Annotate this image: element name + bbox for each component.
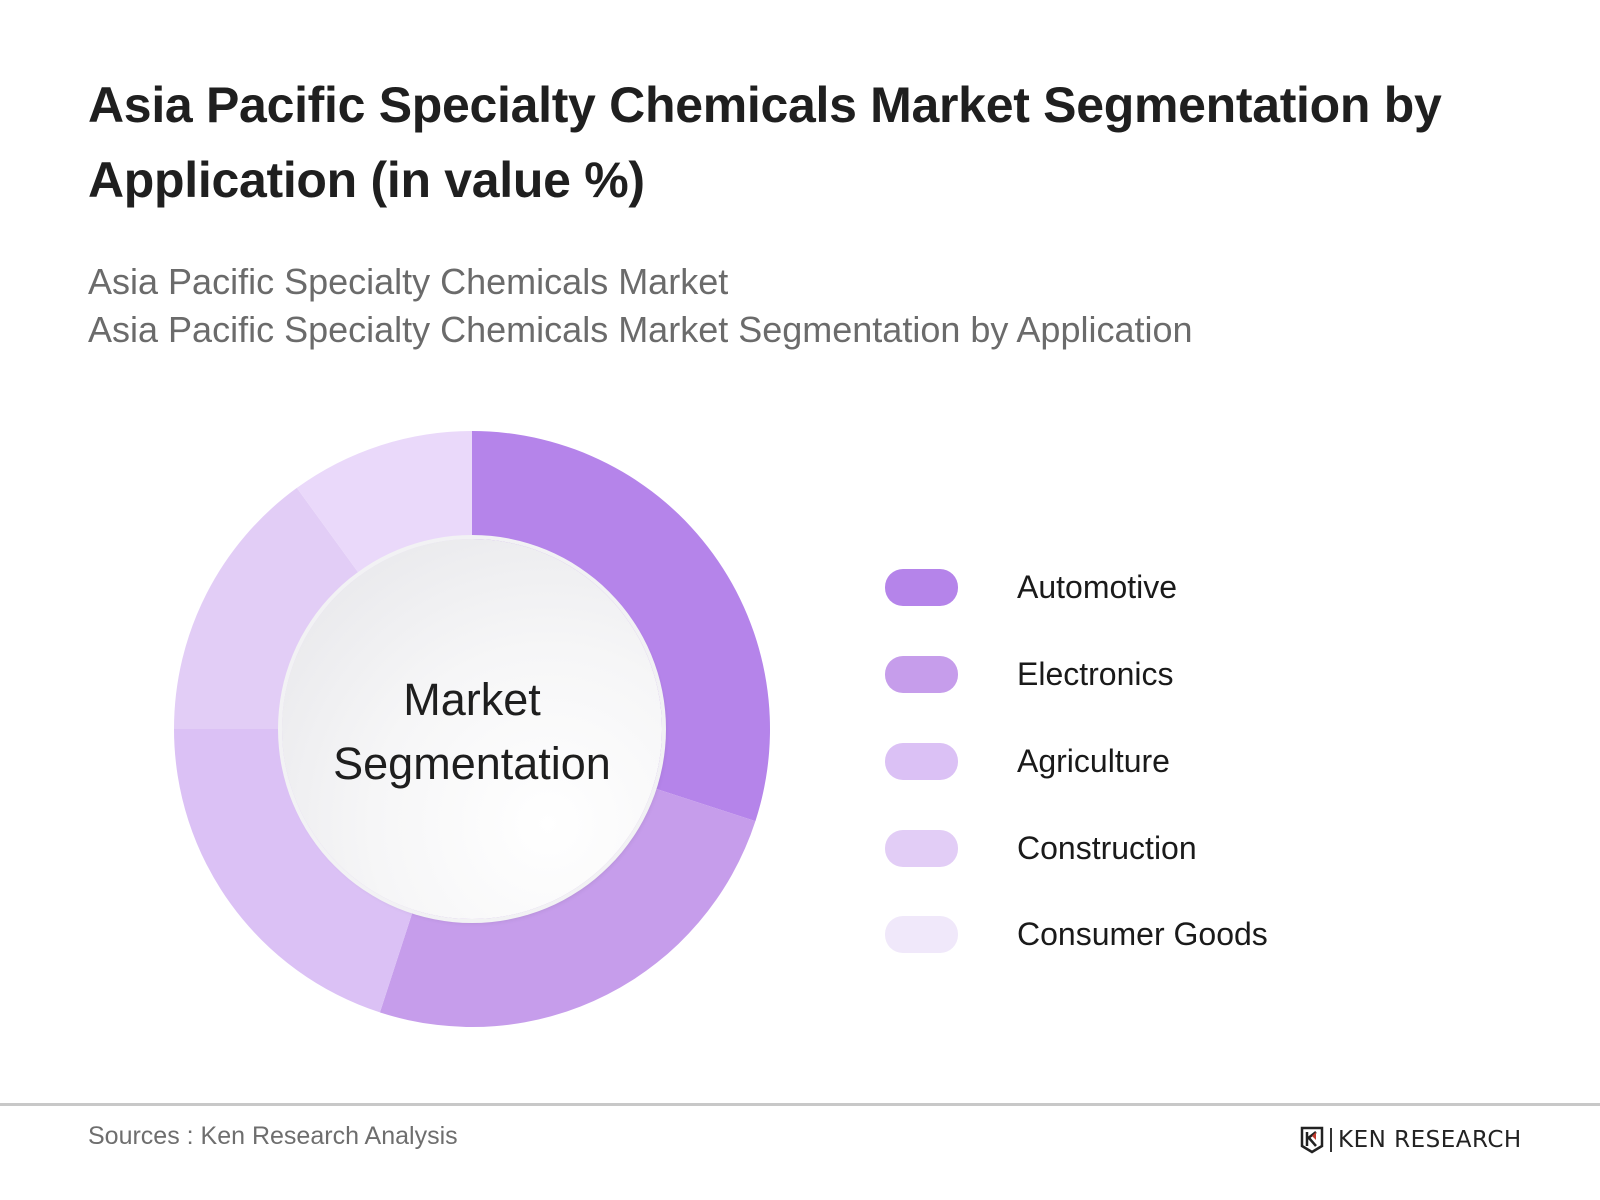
logo-separator (1330, 1128, 1332, 1152)
center-label: Market Segmentation (333, 668, 611, 796)
donut-segment-agriculture (174, 729, 417, 1013)
legend-item-automotive: Automotive (885, 569, 1385, 606)
legend-item-electronics: Electronics (885, 656, 1385, 693)
logo-text: KEN RESEARCH (1338, 1127, 1522, 1153)
legend-item-construction: Construction (885, 830, 1385, 867)
ken-research-logo: KEN RESEARCH (1300, 1124, 1522, 1156)
subtitle-line-1: Asia Pacific Specialty Chemicals Market (88, 261, 729, 302)
center-label-line-2: Segmentation (333, 738, 611, 789)
legend-label: Agriculture (1017, 743, 1170, 779)
legend-label: Automotive (1017, 569, 1178, 605)
legend-swatch (885, 830, 958, 867)
chart-title: Asia Pacific Specialty Chemicals Market … (88, 77, 1442, 208)
legend-swatch (885, 916, 958, 953)
donut-center: Market Segmentation (282, 539, 662, 919)
donut-segment-electronics (379, 784, 756, 1027)
legend-swatch (885, 743, 958, 780)
legend-swatch (885, 656, 958, 693)
legend-label: Electronics (1017, 656, 1174, 692)
donut-chart: Market Segmentation (172, 429, 772, 1029)
donut-segment-construction (174, 487, 367, 729)
legend-item-agriculture: Agriculture (885, 743, 1385, 780)
ken-research-logo-icon (1300, 1126, 1324, 1154)
chart-subtitle: Asia Pacific Specialty Chemicals Market … (88, 258, 1548, 354)
legend-item-consumer-goods: Consumer Goods (885, 916, 1385, 953)
legend-swatch (885, 569, 958, 606)
sources-note: Sources : Ken Research Analysis (88, 1122, 458, 1150)
subtitle-line-2: Asia Pacific Specialty Chemicals Market … (88, 309, 1193, 350)
legend-label: Consumer Goods (1017, 916, 1268, 952)
legend-label: Construction (1017, 830, 1197, 866)
center-label-line-1: Market (403, 674, 541, 725)
footer-divider (0, 1103, 1600, 1106)
